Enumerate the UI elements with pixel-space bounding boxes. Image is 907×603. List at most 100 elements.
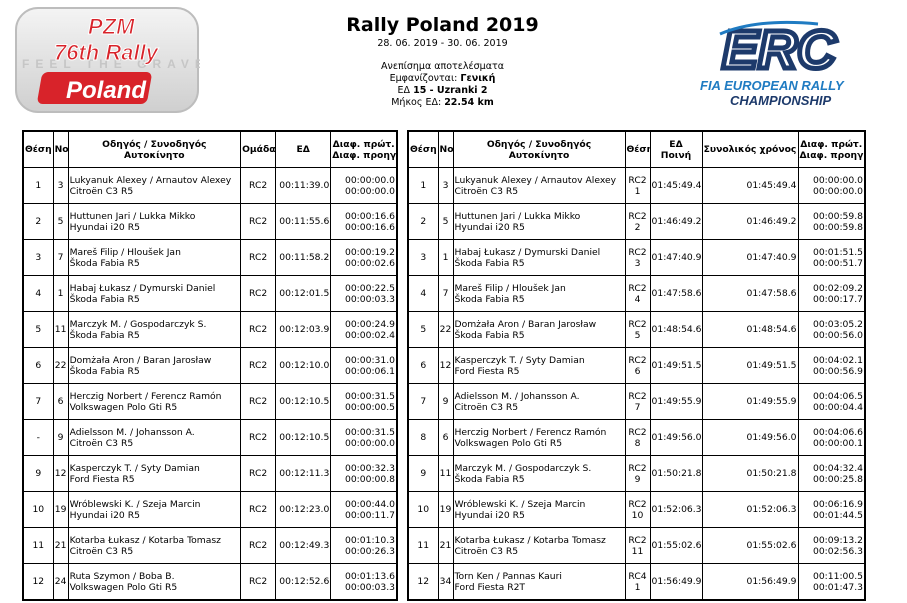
stage-time-cell: 01:49:55.9 [649,383,703,420]
total-time-cell: 01:49:51.5 [701,347,799,384]
diff-cell: 00:01:10.3 00:00:26.3 [330,527,398,564]
unofficial-label: Ανεπίσημα αποτελέσματα [381,61,504,72]
position-cell: 3 [22,239,54,276]
position-cell: 9 [407,455,439,492]
car-number-cell: 21 [52,527,69,564]
crew-cell: Wróblewski K. / Szeja Marcin Hyundai i20 … [67,491,242,528]
crew-cell: Kasperczyk T. / Syty Damian Ford Fiesta R… [67,455,242,492]
car-number-cell: 6 [437,419,454,456]
crew-cell: Marczyk M. / Gospodarczyk S. Škoda Fabia … [67,311,242,348]
class-cell: RC2 [240,275,277,312]
class-position-cell: RC2 6 [624,347,651,384]
crew-cell: Herczig Norbert / Ferencz Ramón Volkswage… [67,383,242,420]
class-cell: RC2 [240,455,277,492]
position-cell: 4 [407,275,439,312]
diff-cell: 00:01:13.6 00:00:03.3 [330,563,398,601]
stage-time-cell: 01:49:56.0 [649,419,703,456]
table-row: 3 1 Habaj Łukasz / Dymurski Daniel Škoda Fa… [407,239,866,276]
car-number-cell: 19 [437,491,454,528]
table-row: 9 11 Marczyk M. / Gospodarczyk S. Škoda Fab… [407,455,866,492]
total-time-cell: 01:45:49.4 [701,167,799,204]
table-row: 10 19 Wróblewski K. / Szeja Marcin Hyundai … [22,491,398,528]
diff-cell: 00:00:24.9 00:00:02.4 [330,311,398,348]
car-number-cell: 24 [52,563,69,601]
car-number-cell: 22 [52,347,69,384]
crew-cell: Adielsson M. / Johansson A. Citroën C3 R5 [67,419,242,456]
car-number-cell: 7 [52,239,69,276]
rally-poland-logo: FEEL THE GRAVEL PZM 76th Rally Poland [15,7,200,113]
stage-time-cell: 01:47:58.6 [649,275,703,312]
table-row: 8 6 Herczig Norbert / Ferencz Ramón Volkswa… [407,419,866,456]
stage-time-cell: 00:12:01.5 [275,275,332,312]
total-time-cell: 01:56:49.9 [701,563,799,601]
diff-cell: 00:04:02.1 00:00:56.9 [797,347,866,384]
position-cell: 10 [22,491,54,528]
col-diffs: Διαφ. πρώτ. Διαφ. προηγ. [797,130,866,168]
diff-cell: 00:00:22.5 00:00:03.3 [330,275,398,312]
table-row: 12 34 Torn Ken / Pannas Kauri Ford Fiesta R… [407,563,866,601]
stage-time-cell: 01:48:54.6 [649,311,703,348]
stage-time-cell: 00:12:49.3 [275,527,332,564]
diff-cell: 00:02:09.2 00:00:17.7 [797,275,866,312]
class-position-cell: RC2 2 [624,203,651,240]
diff-cell: 00:11:00.5 00:01:47.3 [797,563,866,601]
diff-cell: 00:01:51.5 00:00:51.7 [797,239,866,276]
diff-cell: 00:00:19.2 00:00:02.6 [330,239,398,276]
total-time-cell: 01:52:06.3 [701,491,799,528]
car-number-cell: 5 [52,203,69,240]
diff-cell: 00:00:31.0 00:00:06.1 [330,347,398,384]
position-cell: 7 [407,383,439,420]
event-dates: 28. 06. 2019 - 30. 06. 2019 [377,38,508,49]
crew-cell: Habaj Łukasz / Dymurski Daniel Škoda Fabi… [452,239,626,276]
car-number-cell: 1 [52,275,69,312]
document-header: FEEL THE GRAVEL PZM 76th Rally Poland Ra… [0,0,907,128]
car-number-cell: 6 [52,383,69,420]
total-time-cell: 01:49:56.0 [701,419,799,456]
class-position-cell: RC2 1 [624,167,651,204]
position-cell: 11 [407,527,439,564]
car-number-cell: 7 [437,275,454,312]
crew-cell: Lukyanuk Alexey / Arnautov Alexey Citroën… [452,167,626,204]
col-no: Νο [437,130,454,168]
crew-cell: Domżała Aron / Baran Jarosław Škoda Fabia… [67,347,242,384]
table-row: 4 1 Habaj Łukasz / Dymurski Daniel Škoda Fa… [22,275,398,312]
table-row: 1 3 Lukyanuk Alexey / Arnautov Alexey Citro… [407,167,866,204]
erc-line2: CHAMPIONSHIP [730,93,831,108]
position-cell: 9 [22,455,54,492]
car-number-cell: 11 [52,311,69,348]
stage-time-cell: 00:11:58.2 [275,239,332,276]
diff-cell: 00:09:13.2 00:02:56.3 [797,527,866,564]
car-number-cell: 22 [437,311,454,348]
total-time-cell: 01:49:55.9 [701,383,799,420]
position-cell: 3 [407,239,439,276]
position-cell: 8 [407,419,439,456]
position-cell: - [22,419,54,456]
stage-time-cell: 00:11:55.6 [275,203,332,240]
crew-cell: Kotarba Łukasz / Kotarba Tomasz Citroën C… [67,527,242,564]
logo-line2: 76th Rally [54,40,160,65]
car-number-cell: 34 [437,563,454,601]
stage-time-cell: 01:46:49.2 [649,203,703,240]
stage-results-table: Θέση Νο Οδηγός / Συνοδηγός Αυτοκίνητο Ομά… [22,130,398,601]
table-row: 6 22 Domżała Aron / Baran Jarosław Škoda Fa… [22,347,398,384]
col-class-pos: Θέση [624,130,651,168]
diff-cell: 00:00:32.3 00:00:00.8 [330,455,398,492]
crew-cell: Herczig Norbert / Ferencz Ramón Volkswage… [452,419,626,456]
col-class: Ομάδα [240,130,277,168]
class-cell: RC2 [240,203,277,240]
car-number-cell: 5 [437,203,454,240]
class-position-cell: RC2 8 [624,419,651,456]
col-penalty: ΕΔ Ποινή [649,130,703,168]
stage-time-cell: 01:47:40.9 [649,239,703,276]
position-cell: 12 [22,563,54,601]
overall-results-table: Θέση Νο Οδηγός / Συνοδηγός Αυτοκίνητο Θέσ… [407,130,866,601]
car-number-cell: 21 [437,527,454,564]
position-cell: 6 [22,347,54,384]
stage-time-cell: 00:11:39.0 [275,167,332,204]
stage-time-cell: 01:45:49.4 [649,167,703,204]
position-cell: 10 [407,491,439,528]
stage-time-cell: 00:12:10.0 [275,347,332,384]
position-cell: 7 [22,383,54,420]
table-row: 12 24 Ruta Szymon / Boba B. Volkswagen Polo… [22,563,398,601]
table-row: 2 5 Huttunen Jari / Lukka Mikko Hyundai i20… [22,203,398,240]
